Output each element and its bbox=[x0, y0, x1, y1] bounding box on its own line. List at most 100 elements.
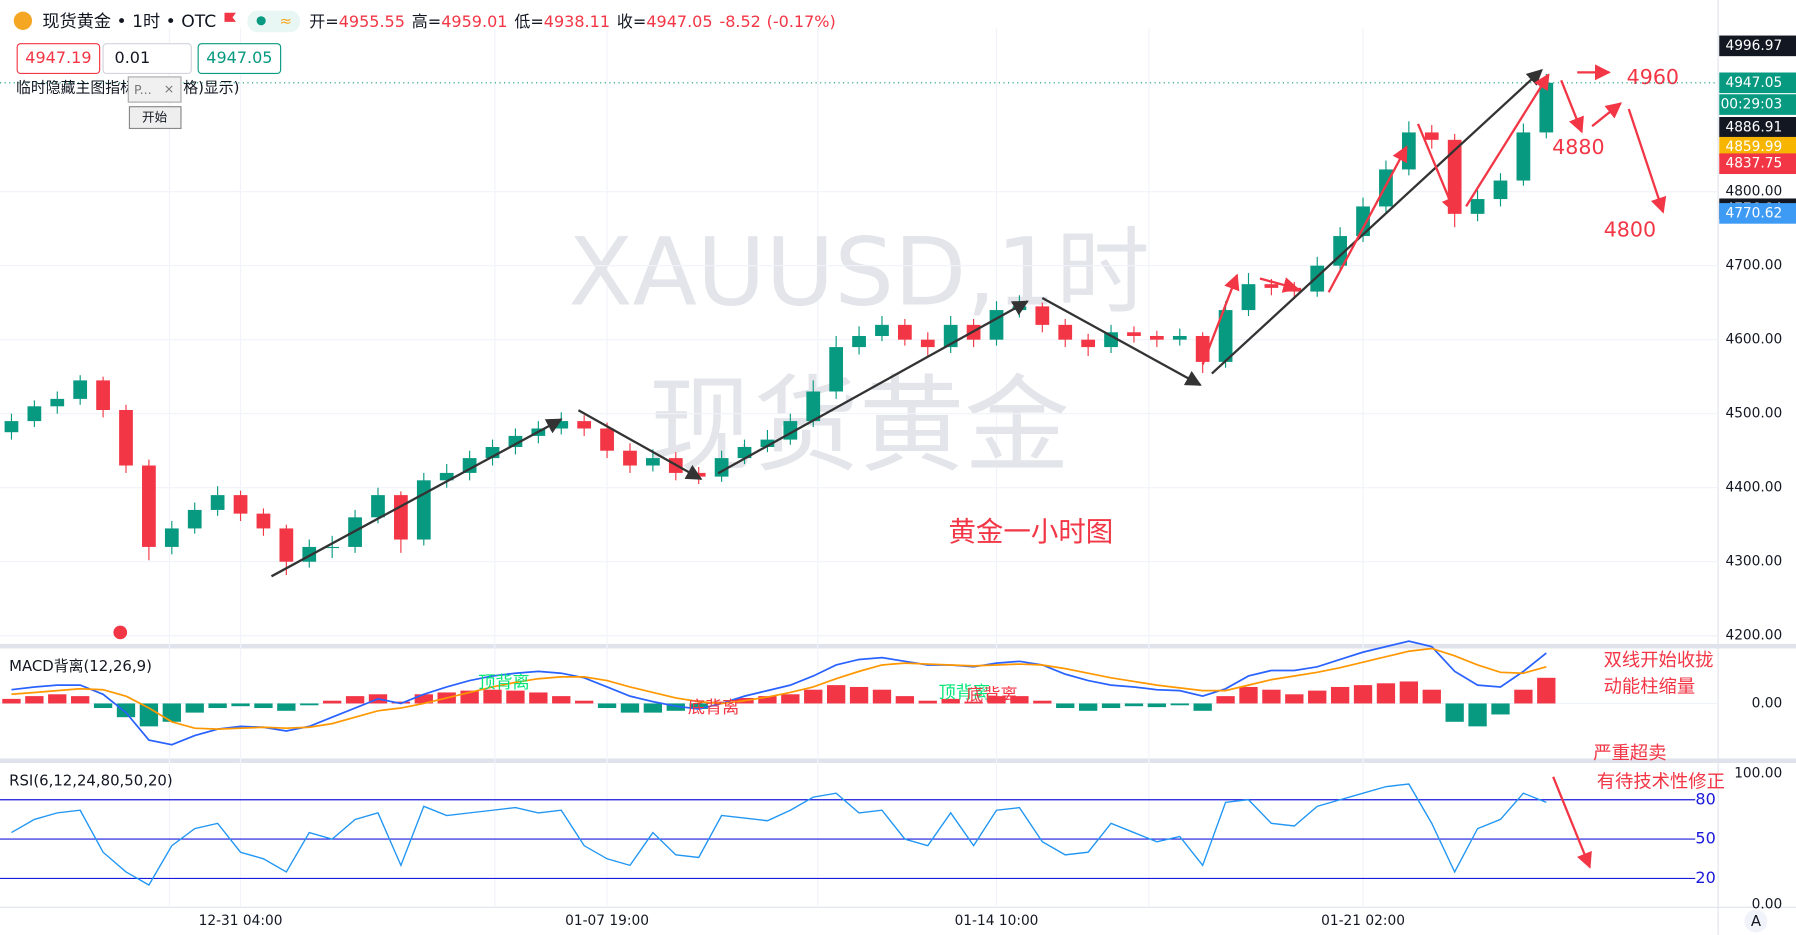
y-tick-label: 20 bbox=[1695, 868, 1715, 887]
macd-bar bbox=[300, 703, 319, 706]
candle-body bbox=[1058, 324, 1073, 340]
macd-bar bbox=[964, 701, 983, 704]
sell-button[interactable] bbox=[16, 43, 101, 75]
candle-body bbox=[164, 528, 179, 547]
candle-body bbox=[600, 428, 614, 451]
macd-bar bbox=[483, 689, 502, 704]
marks: 4200.00 4300.00 4400.00 4500.00 4600.00 4700.… bbox=[0, 35, 1796, 929]
price-tag bbox=[1719, 72, 1796, 94]
macd-bar bbox=[1514, 689, 1533, 704]
macd-bar bbox=[849, 686, 869, 704]
ohlc-value: 4955.55 bbox=[339, 11, 405, 30]
macd-bar bbox=[620, 703, 640, 713]
price-tag bbox=[1719, 203, 1796, 224]
macd-bar bbox=[1376, 683, 1396, 704]
y-tick-label: 4600.00 bbox=[1725, 332, 1782, 348]
candle-body bbox=[989, 310, 1004, 340]
macd-bar bbox=[826, 685, 846, 704]
macd-bar bbox=[139, 703, 159, 727]
candle-body bbox=[187, 509, 202, 529]
macd-bar bbox=[872, 689, 892, 704]
candle-body bbox=[462, 458, 477, 473]
macd-bar bbox=[506, 690, 525, 704]
symbol[interactable]: 现货黄金 • 1时 • OTC bbox=[42, 12, 216, 32]
change: -8.52 bbox=[719, 11, 760, 30]
candle-body bbox=[142, 465, 156, 547]
macd-bar bbox=[643, 703, 663, 713]
macd-bar bbox=[277, 703, 296, 711]
candle-body bbox=[760, 439, 775, 448]
price-tag bbox=[1719, 35, 1796, 57]
popup-close[interactable]: × bbox=[164, 81, 175, 96]
y-tick-label: 4200.00 bbox=[1725, 628, 1782, 644]
popup-text: P... bbox=[134, 82, 152, 97]
y-tick-label: 80 bbox=[1695, 789, 1715, 808]
trend-arrows bbox=[270, 68, 1543, 578]
candle-body bbox=[920, 339, 935, 348]
macd-bar bbox=[1101, 703, 1121, 709]
scale-button[interactable] bbox=[1744, 909, 1768, 933]
candle-body bbox=[1516, 132, 1531, 181]
candle-body bbox=[27, 406, 42, 422]
macd-bar bbox=[1491, 703, 1510, 715]
macd-bar bbox=[162, 703, 181, 722]
sell-price: 4947.19 bbox=[25, 48, 91, 67]
event-icon[interactable] bbox=[113, 625, 128, 640]
countdown: 00:29:03 bbox=[1721, 97, 1783, 113]
script-popup[interactable] bbox=[127, 76, 182, 103]
watermark: XAUUSD,1时 bbox=[568, 218, 1149, 327]
macd-bar bbox=[758, 696, 777, 704]
macd-bar bbox=[712, 701, 731, 704]
scale-label: A bbox=[1751, 912, 1762, 930]
candle-body bbox=[256, 513, 271, 529]
ohlc-value: 4947.05 bbox=[646, 11, 712, 30]
macd-bar bbox=[918, 700, 937, 704]
divergence-label: 底背离 bbox=[688, 698, 740, 718]
macd-bar bbox=[93, 703, 113, 709]
start-button[interactable] bbox=[128, 106, 182, 130]
candle-body bbox=[1470, 199, 1485, 214]
target-label: 4880 bbox=[1552, 135, 1604, 159]
buy-price: 4947.05 bbox=[206, 48, 272, 67]
macd-bar bbox=[254, 703, 273, 709]
flag-icon[interactable] bbox=[224, 12, 236, 22]
y-tick-label: 4700.00 bbox=[1725, 258, 1782, 274]
status-chip[interactable] bbox=[247, 10, 301, 33]
x-tick-label: 01-07 19:00 bbox=[565, 913, 649, 929]
divergence-label: 顶背离 bbox=[939, 683, 991, 703]
candle-body bbox=[508, 435, 523, 448]
note: 严重超卖 bbox=[1593, 743, 1666, 764]
macd-bar bbox=[529, 692, 548, 704]
price-tag bbox=[1719, 117, 1796, 138]
macd-bar bbox=[1193, 703, 1212, 711]
candle-body bbox=[119, 409, 133, 466]
macd-bar bbox=[1285, 694, 1304, 704]
candle-body bbox=[96, 380, 110, 410]
candle-body bbox=[73, 380, 88, 399]
macd-line bbox=[11, 647, 1547, 730]
candle-body bbox=[233, 495, 248, 514]
pane-divider bbox=[0, 758, 1796, 764]
ohlc: 开=4955.55 高=4959.01 低=4938.11 收=4947.05 -8.5… bbox=[309, 11, 836, 30]
candle-body bbox=[1241, 284, 1256, 311]
macd-bar bbox=[1239, 686, 1258, 704]
macd-bar bbox=[552, 696, 571, 704]
macd-bar bbox=[1033, 700, 1052, 704]
candle-body bbox=[1127, 332, 1141, 336]
candle-body bbox=[829, 347, 844, 392]
price-tag-label: 4886.91 bbox=[1725, 119, 1782, 135]
target-label: 4800 bbox=[1604, 217, 1656, 241]
macd-bar bbox=[1216, 696, 1235, 704]
buy-button[interactable] bbox=[197, 43, 282, 75]
pane-divider bbox=[0, 643, 1796, 649]
quantity-input[interactable] bbox=[102, 43, 192, 75]
macd-bar bbox=[987, 696, 1006, 704]
candle-body bbox=[1447, 139, 1462, 214]
vertical-grid bbox=[168, 28, 1364, 908]
candle-body bbox=[279, 528, 294, 562]
macd-bar bbox=[1147, 703, 1167, 708]
macd-bar bbox=[1445, 703, 1464, 722]
start-label: 开始 bbox=[142, 110, 168, 125]
macd-bar bbox=[895, 696, 915, 704]
